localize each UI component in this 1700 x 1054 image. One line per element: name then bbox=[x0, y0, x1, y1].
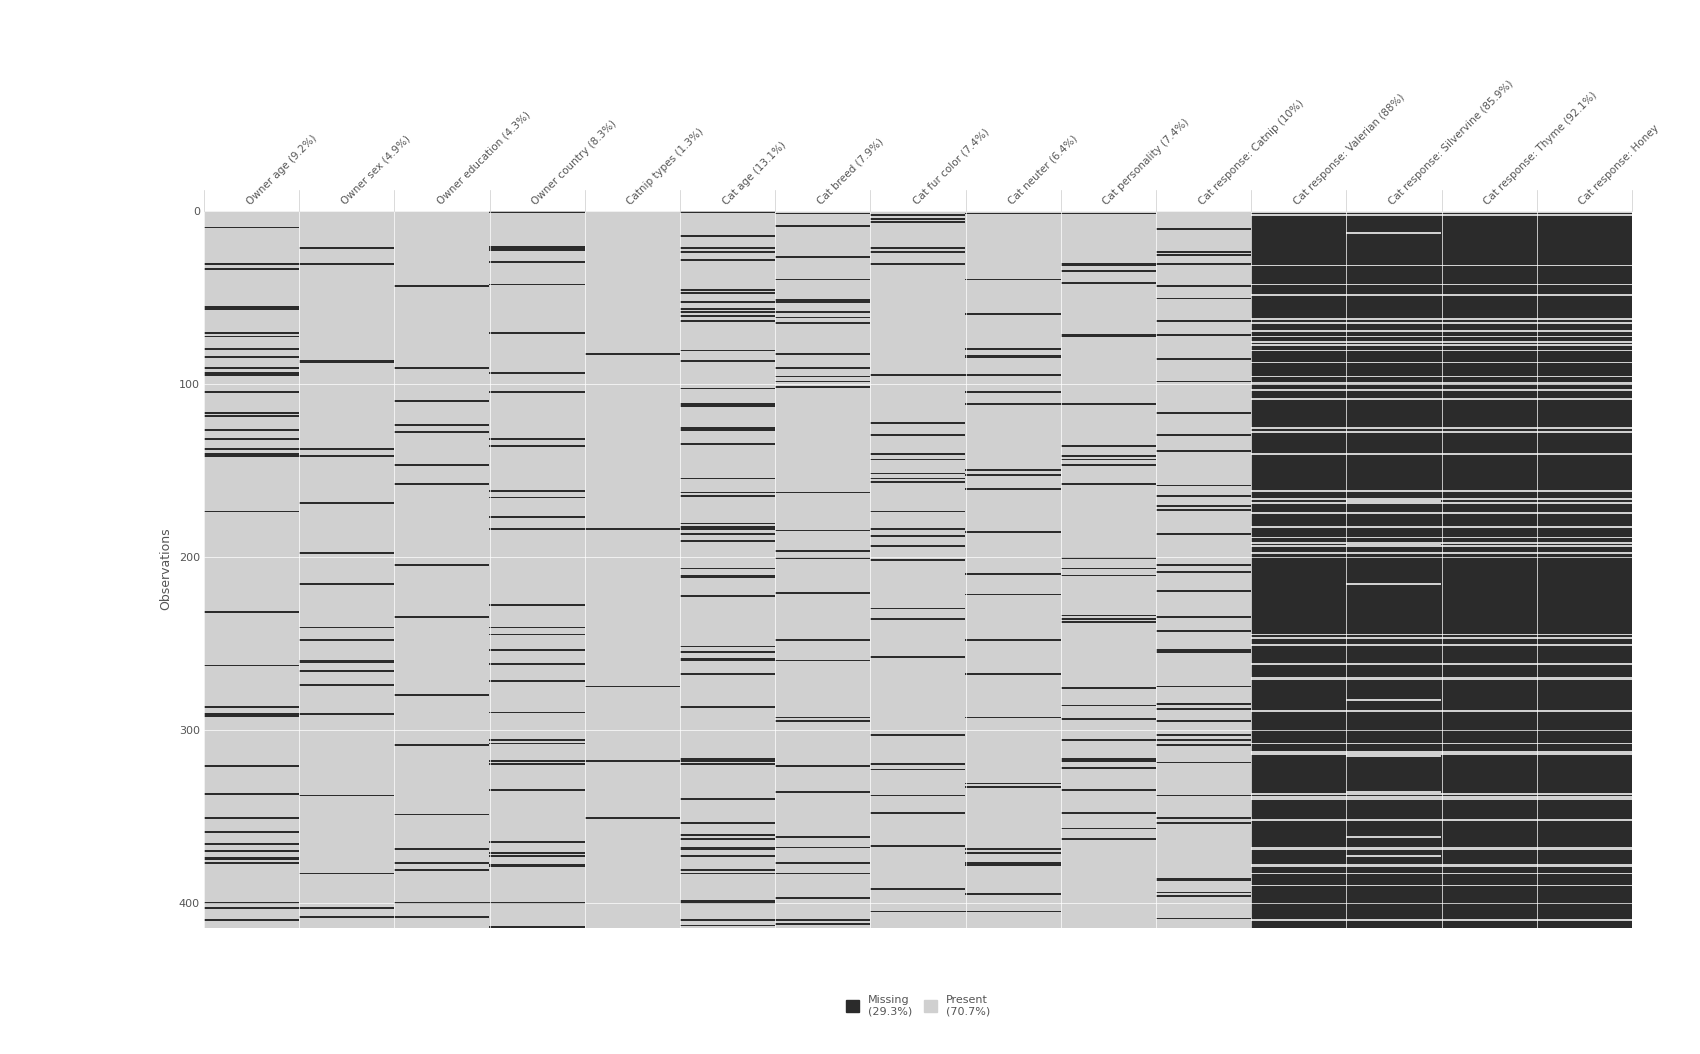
Legend: Missing
(29.3%), Present
(70.7%): Missing (29.3%), Present (70.7%) bbox=[842, 991, 994, 1021]
Y-axis label: Observations: Observations bbox=[158, 528, 172, 610]
